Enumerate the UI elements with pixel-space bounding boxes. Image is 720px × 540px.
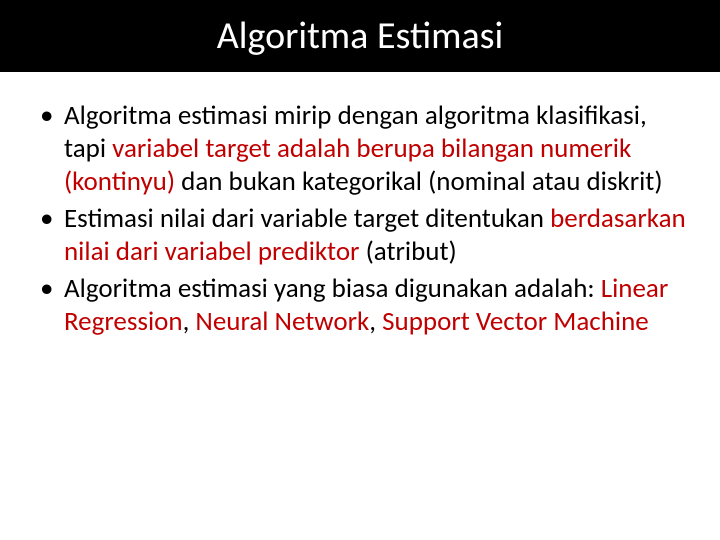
bullet-item: Estimasi nilai dari variable target dite… xyxy=(34,203,686,269)
bullet-item: Algoritma estimasi mirip dengan algoritm… xyxy=(34,100,686,199)
bullet-text: Algoritma estimasi yang biasa digunakan … xyxy=(64,272,601,305)
bullet-text: Estimasi nilai dari variable target dite… xyxy=(64,202,550,235)
bullet-item: Algoritma estimasi yang biasa digunakan … xyxy=(34,273,686,339)
bullet-list: Algoritma estimasi mirip dengan algoritm… xyxy=(34,100,686,339)
highlight-text: Support Vector Machine xyxy=(382,305,649,338)
bullet-text: , xyxy=(369,305,382,338)
slide-title: Algoritma Estimasi xyxy=(217,13,504,59)
header-band: Algoritma Estimasi xyxy=(0,0,720,72)
highlight-text: Neural Network xyxy=(195,305,369,338)
bullet-text: , xyxy=(183,305,196,338)
bullet-text: (atribut) xyxy=(366,235,457,268)
bullet-text: dan bukan kategorikal (nominal atau disk… xyxy=(175,165,663,198)
content-area: Algoritma estimasi mirip dengan algoritm… xyxy=(0,72,720,339)
